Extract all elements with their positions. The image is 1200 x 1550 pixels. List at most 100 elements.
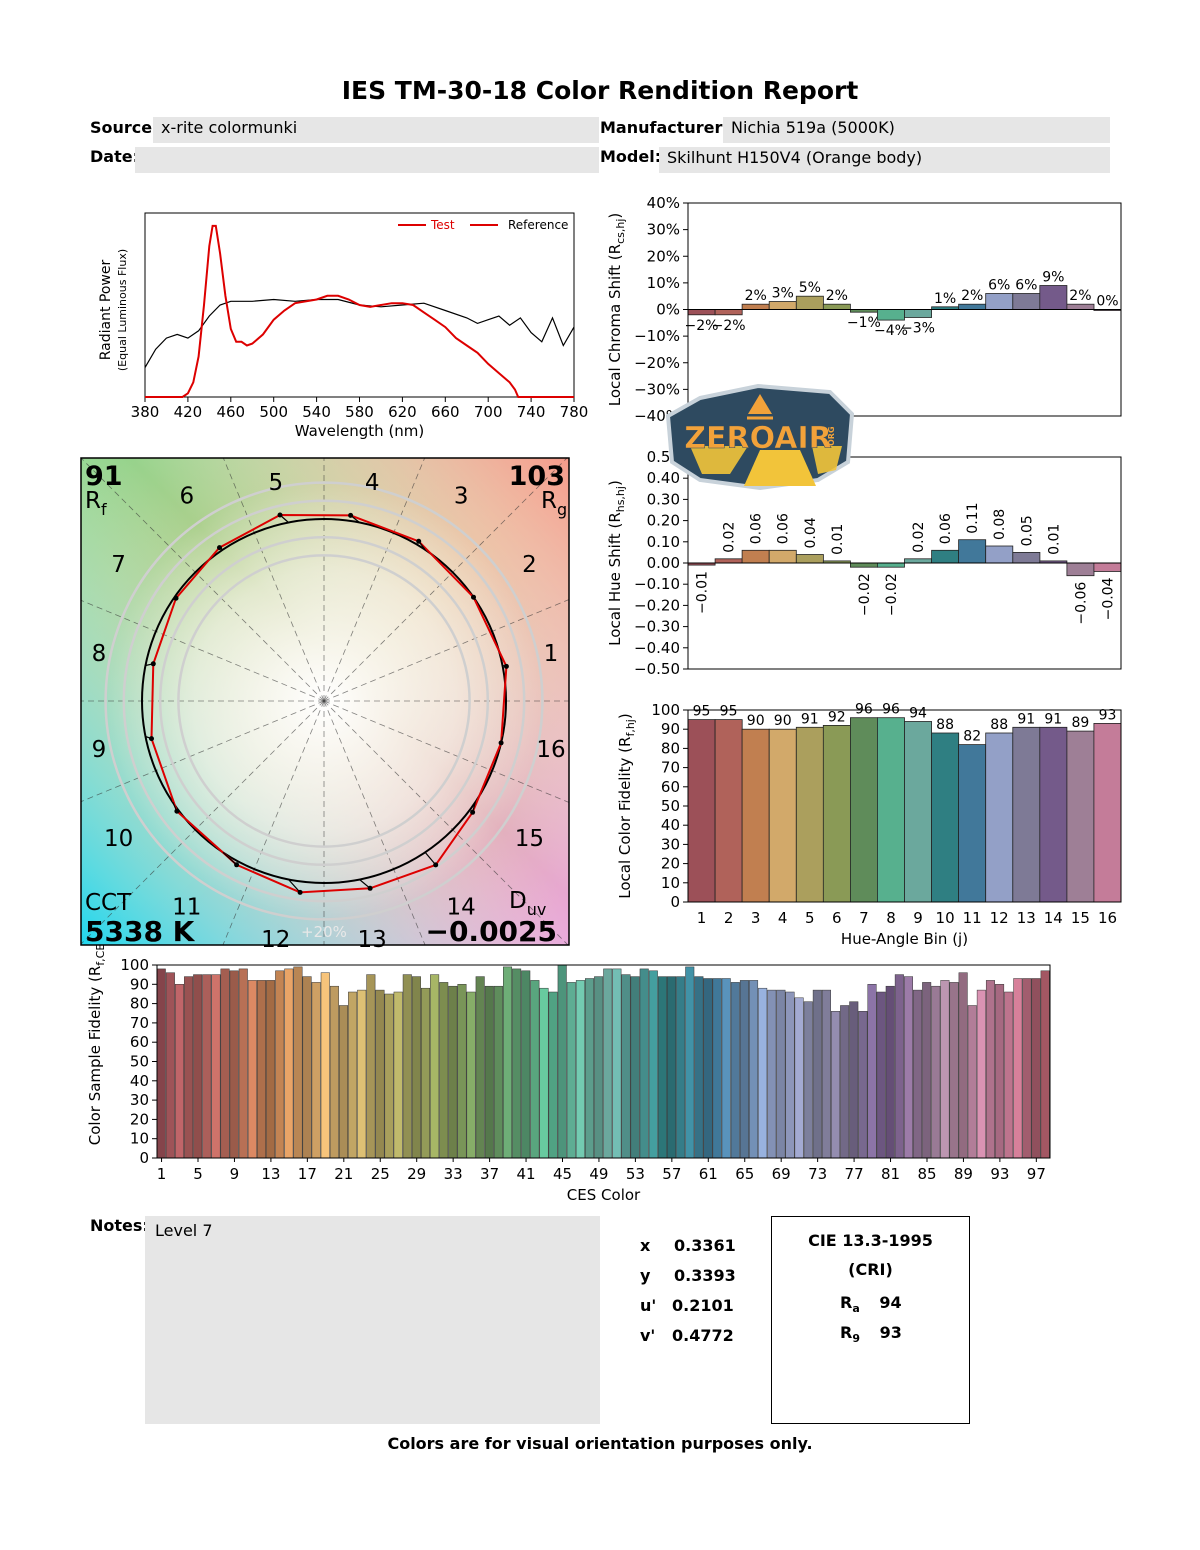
ces-bar xyxy=(530,980,540,1159)
chroma-chart-y-tick-label: 10% xyxy=(647,274,680,292)
hue-chart-bar xyxy=(768,549,797,564)
fid-chart-bar-label: 89 xyxy=(1071,715,1089,731)
cvg-vector-head xyxy=(173,595,179,601)
cvg-shift-vector xyxy=(222,851,238,866)
spd-x-tick-label: 580 xyxy=(345,403,374,421)
ces-bar xyxy=(293,966,303,1159)
chroma-chart-bar-label: 6% xyxy=(1015,278,1037,294)
source-field: x-rite colormunki xyxy=(153,117,599,143)
logo-peak-icon xyxy=(748,394,772,414)
ra-sub: a xyxy=(852,1302,860,1316)
cvg-grid-ring xyxy=(122,499,526,903)
ces-bar xyxy=(858,1011,868,1159)
chroma-chart-y-tick-label: −20% xyxy=(634,354,680,372)
ces-y-tick-label: 0 xyxy=(139,1149,149,1167)
logo-road-right xyxy=(812,446,842,474)
ces-bar xyxy=(557,964,567,1159)
ces-bar xyxy=(393,991,403,1159)
x-value: 0.3361 xyxy=(674,1236,736,1255)
hue-chart-bar-label: 0.04 xyxy=(803,517,819,548)
ces-x-tick-label: 25 xyxy=(371,1165,390,1183)
ces-bar xyxy=(439,982,449,1159)
fid-chart-x-tick-label: 13 xyxy=(1017,909,1036,927)
ces-bar xyxy=(931,985,941,1159)
hue-chart-y-tick-label: −0.10 xyxy=(634,575,680,593)
cvg-vector-head xyxy=(416,538,422,544)
spd-x-tick-label: 500 xyxy=(259,403,288,421)
cvg-bin-label: 15 xyxy=(515,826,544,852)
ces-x-tick-label: 5 xyxy=(193,1165,203,1183)
cvg-bin-label: 1 xyxy=(544,641,559,667)
ces-bar xyxy=(767,989,777,1159)
hue-chart-y-axis-label: Local Hue Shift (Rhs,hj) xyxy=(606,480,627,646)
ces-bar xyxy=(247,980,257,1159)
chroma-chart-y-axis-label: Local Chroma Shift (Rcs,hj) xyxy=(606,213,627,407)
ces-bar xyxy=(548,991,558,1159)
fid-chart-bar-label: 95 xyxy=(720,704,738,720)
ces-bar xyxy=(475,976,485,1159)
cvg-bin-label: 9 xyxy=(92,737,107,763)
chroma-chart-bar-label: 1% xyxy=(934,291,956,307)
chroma-chart-y-tick-label: 20% xyxy=(647,247,680,265)
fid-chart-bar xyxy=(795,726,824,903)
date-label: Date: xyxy=(90,147,139,166)
fid-chart-bar-label: 88 xyxy=(936,717,954,733)
ces-bar xyxy=(648,970,658,1159)
chroma-chart-y-tick-label: −10% xyxy=(634,327,680,345)
cvg-frame xyxy=(80,457,570,946)
ces-bar xyxy=(184,976,194,1159)
chroma-chart-bar xyxy=(877,309,905,321)
hue-chart-y-tick-label: 0.10 xyxy=(647,533,680,551)
chroma-chart-bar xyxy=(958,303,987,310)
cvg-bin-label: 13 xyxy=(358,927,387,953)
cvg-vector-head xyxy=(149,736,154,742)
hue-chart-bar-label: 0.01 xyxy=(830,524,846,555)
fid-chart-bar-label: 90 xyxy=(774,713,792,729)
ces-x-tick-label: 17 xyxy=(298,1165,317,1183)
hue-chart-bar-label: 0.02 xyxy=(722,522,738,553)
hue-chart-bar xyxy=(877,562,905,568)
notes-label: Notes: xyxy=(90,1216,149,1235)
ces-bar xyxy=(202,974,212,1159)
footer-note: Colors are for visual orientation purpos… xyxy=(387,1434,813,1453)
ces-x-tick-label: 57 xyxy=(662,1165,681,1183)
fid-chart-x-tick-label: 4 xyxy=(778,909,788,927)
cvg-shift-vector xyxy=(288,879,301,893)
ces-bar xyxy=(275,970,285,1159)
cct-label: CCT xyxy=(85,890,132,916)
ces-bar xyxy=(785,991,795,1159)
fid-chart-y-tick-label: 10 xyxy=(661,874,680,892)
ces-bar xyxy=(466,991,476,1159)
fid-chart-x-tick-label: 15 xyxy=(1071,909,1090,927)
ces-x-tick-label: 93 xyxy=(990,1165,1009,1183)
ces-bar xyxy=(676,976,686,1159)
spd-legend-reference-label: Reference xyxy=(508,218,568,232)
ces-bar xyxy=(749,980,759,1159)
cvg-vector-head xyxy=(470,809,476,815)
hue-chart-y-tick-label: −0.40 xyxy=(634,639,680,657)
cvg-vector-head xyxy=(433,862,439,868)
cvg-background xyxy=(81,458,569,945)
ces-bar xyxy=(566,982,576,1159)
ces-x-tick-label: 69 xyxy=(772,1165,791,1183)
ces-bar xyxy=(730,982,740,1159)
ces-bar xyxy=(657,976,667,1159)
hue-shift-chart: −0.50 −0.40 −0.30 −0.20 −0.10 0.00 0.10 0.20 0.3… xyxy=(606,448,1122,678)
hue-chart-bar xyxy=(795,554,824,564)
fid-chart-y-tick-label: 70 xyxy=(661,759,680,777)
fid-chart-y-tick-label: 60 xyxy=(661,778,680,796)
ces-x-tick-label: 81 xyxy=(881,1165,900,1183)
fid-chart-x-tick-label: 12 xyxy=(990,909,1009,927)
fid-chart-x-tick-label: 6 xyxy=(832,909,842,927)
hue-chart-bar xyxy=(741,549,770,564)
ces-bar xyxy=(357,989,367,1159)
date-field xyxy=(135,147,599,173)
cvg-vector-head xyxy=(348,512,354,518)
ces-y-tick-label: 70 xyxy=(130,1014,149,1032)
ces-bar xyxy=(366,974,376,1159)
notes-text: Level 7 xyxy=(155,1221,213,1240)
ces-bar xyxy=(211,974,221,1159)
ces-bar xyxy=(1004,991,1014,1159)
fid-chart-y-tick-label: 0 xyxy=(670,893,680,911)
fid-chart-bar xyxy=(687,719,716,903)
